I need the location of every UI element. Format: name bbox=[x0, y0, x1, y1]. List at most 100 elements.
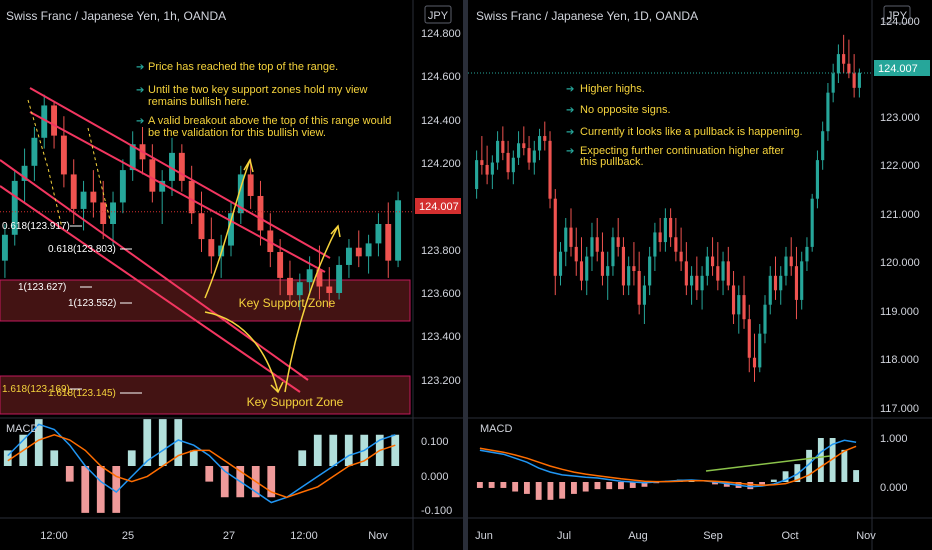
candle-body bbox=[21, 165, 28, 181]
candle-body bbox=[716, 266, 720, 281]
candle-body bbox=[198, 213, 205, 240]
currency-button bbox=[883, 5, 911, 24]
candle-body bbox=[277, 252, 284, 278]
right-chart-svg[interactable]: JPY MACD 124.000 124.007 123.000 122.000 121.0… bbox=[468, 0, 932, 550]
candle-body bbox=[768, 275, 772, 305]
candle-body bbox=[758, 333, 762, 368]
candle-body bbox=[149, 159, 156, 192]
candle-body bbox=[805, 246, 809, 262]
candle-body bbox=[710, 256, 715, 267]
price-axis-label: 123.000 bbox=[880, 112, 920, 124]
macd-axis-label: 0.000 bbox=[880, 482, 908, 494]
candle-body bbox=[60, 135, 67, 175]
candle-body bbox=[51, 105, 58, 136]
candle-body bbox=[287, 277, 293, 296]
candle-body bbox=[511, 157, 515, 173]
candle-body bbox=[247, 174, 254, 196]
candle-body bbox=[564, 227, 568, 252]
left-chart-pane[interactable]: JPY MACD 124.800 124.600 124.400 124.200 124.0… bbox=[0, 0, 463, 550]
candle-body bbox=[80, 191, 87, 209]
candle-body bbox=[585, 256, 589, 281]
candle-body bbox=[543, 136, 547, 141]
candle-body bbox=[779, 275, 783, 291]
key-support-zone-lower bbox=[0, 375, 411, 415]
candle-body bbox=[726, 261, 730, 286]
candle-body bbox=[336, 264, 343, 293]
time-axis-label: Sep bbox=[703, 530, 723, 542]
price-axis-label: 121.000 bbox=[880, 209, 920, 221]
candle-body bbox=[663, 217, 667, 243]
candle-body bbox=[296, 282, 303, 296]
candle-body bbox=[632, 266, 636, 271]
note-bullet-icon: ➔ bbox=[566, 105, 574, 116]
candle-body bbox=[794, 266, 799, 300]
arrow-head bbox=[243, 158, 254, 173]
price-axis-label: 117.000 bbox=[880, 403, 919, 415]
candle-body bbox=[90, 191, 97, 203]
channel-line bbox=[0, 159, 309, 381]
currency-button-label: JPY bbox=[887, 10, 908, 22]
left-chart-svg[interactable]: JPY MACD 124.800 124.600 124.400 124.200 124.0… bbox=[0, 0, 463, 550]
candle-body bbox=[773, 275, 778, 291]
macd-axis-label: -0.100 bbox=[421, 505, 452, 517]
candle-body bbox=[574, 246, 578, 262]
candle-body bbox=[537, 136, 542, 151]
candle-body bbox=[831, 73, 835, 93]
candle-body bbox=[747, 319, 751, 358]
price-axis-label: 122.000 bbox=[880, 160, 920, 172]
candle-body bbox=[815, 160, 820, 199]
fib-level-label: 1.618(123.169) bbox=[2, 384, 70, 395]
candle-body bbox=[326, 286, 333, 293]
zone-label: Key Support Zone bbox=[247, 395, 344, 409]
macd-signal-line bbox=[7, 434, 396, 499]
candle-body bbox=[237, 174, 244, 214]
note-text: No opposite signs. bbox=[580, 104, 671, 116]
candle-body bbox=[737, 295, 741, 315]
candle-body bbox=[821, 131, 825, 161]
candle-body bbox=[836, 54, 840, 74]
candle-body bbox=[842, 54, 846, 64]
candle-body bbox=[579, 261, 584, 281]
right-chart-pane[interactable]: JPY MACD 124.000 124.007 123.000 122.000 121.0… bbox=[468, 0, 932, 550]
pane-divider[interactable] bbox=[463, 0, 468, 550]
candle-body bbox=[731, 285, 736, 315]
time-axis-label: 12:00 bbox=[290, 530, 318, 542]
time-axis-label: Jul bbox=[557, 530, 571, 542]
candle-body bbox=[41, 105, 48, 138]
candle-body bbox=[684, 261, 688, 286]
candle-body bbox=[100, 202, 107, 224]
candle-body bbox=[653, 232, 657, 257]
note-bullet-icon: ➔ bbox=[136, 85, 144, 96]
macd-label: MACD bbox=[480, 423, 512, 435]
candle-body bbox=[553, 198, 557, 276]
time-axis-label: Nov bbox=[856, 530, 876, 542]
candle-body bbox=[178, 152, 185, 181]
channel-line bbox=[29, 111, 326, 273]
price-axis-label: 123.200 bbox=[421, 375, 461, 387]
candle-body bbox=[490, 162, 494, 175]
macd-axis-label: 0.000 bbox=[421, 471, 449, 483]
price-axis-label: 118.000 bbox=[880, 354, 919, 366]
left-chart-title: Swiss Franc / Japanese Yen, 1h, OANDA bbox=[6, 9, 227, 23]
candle-body bbox=[110, 202, 116, 224]
bullish-arrow-1 bbox=[204, 159, 251, 299]
note-text: Expecting further continuation higher af… bbox=[580, 145, 785, 168]
note-text: A valid breakout above the top of this r… bbox=[148, 115, 391, 139]
price-axis-label: 124.000 bbox=[880, 16, 920, 28]
candle-body bbox=[826, 92, 830, 132]
candle-body bbox=[548, 140, 552, 199]
candle-body bbox=[705, 256, 709, 276]
price-axis-label: 123.600 bbox=[421, 288, 461, 300]
channel-line bbox=[0, 185, 301, 393]
candle-body bbox=[742, 295, 746, 320]
candle-body bbox=[11, 180, 18, 235]
candle-body bbox=[1, 234, 8, 261]
candle-body bbox=[496, 140, 500, 163]
current-price-badge bbox=[415, 198, 461, 214]
candle-body bbox=[569, 227, 573, 247]
candle-body bbox=[119, 170, 126, 203]
candle-body bbox=[690, 275, 694, 286]
candle-body bbox=[621, 246, 626, 286]
candle-body bbox=[721, 261, 725, 281]
time-axis-label: 12:00 bbox=[40, 530, 68, 542]
